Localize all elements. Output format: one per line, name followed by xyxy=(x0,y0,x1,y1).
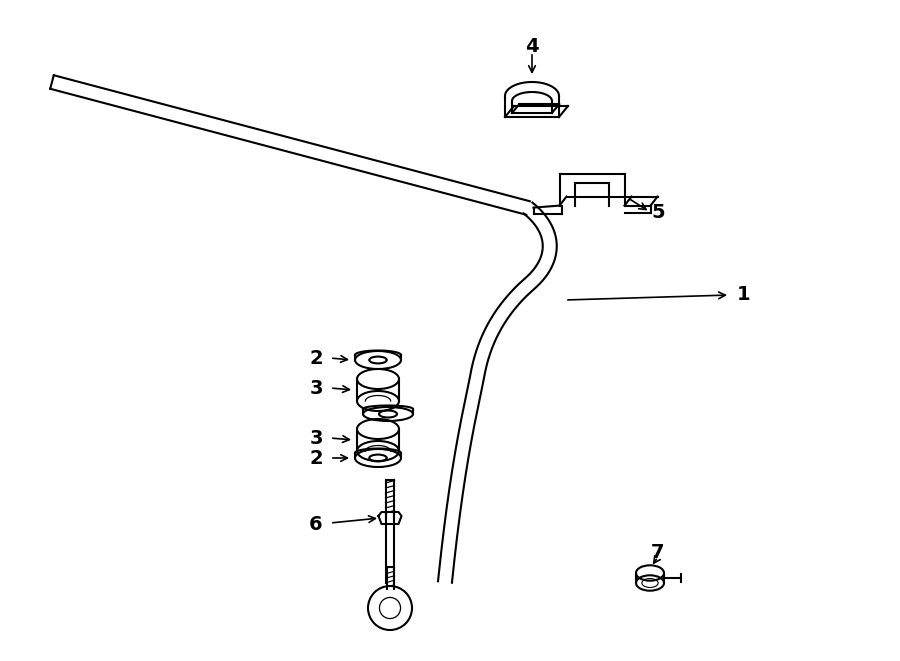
Text: 5: 5 xyxy=(652,204,665,223)
Text: 4: 4 xyxy=(526,36,539,56)
Text: 2: 2 xyxy=(310,348,323,368)
Text: 6: 6 xyxy=(310,516,323,535)
Text: 2: 2 xyxy=(310,449,323,467)
Text: 1: 1 xyxy=(737,286,751,305)
Text: 3: 3 xyxy=(310,428,323,447)
Text: 7: 7 xyxy=(652,543,665,561)
Text: 3: 3 xyxy=(310,379,323,397)
